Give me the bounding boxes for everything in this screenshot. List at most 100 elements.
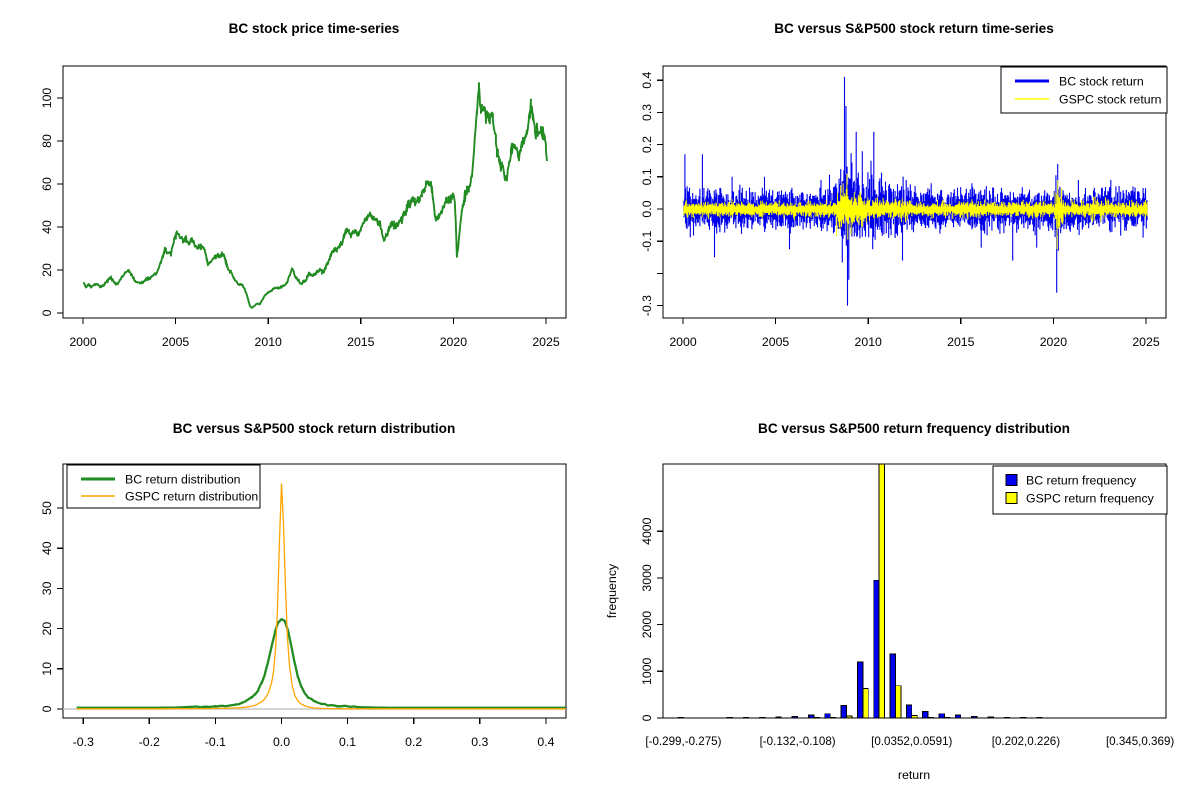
y-tick-label: 20 (40, 263, 54, 277)
x-tick-label: -0.3 (73, 735, 94, 749)
legend-entry-label: BC return distribution (125, 472, 241, 486)
bin-range-label: [-0.132,-0.108) (760, 735, 836, 748)
bc-price-line (82, 82, 548, 309)
x-tick-label: 2010 (855, 335, 883, 349)
y-tick-label: 40 (40, 220, 54, 234)
x-tick-label: 2025 (1132, 335, 1160, 349)
y-tick-label: 0.2 (640, 136, 654, 153)
y-tick-label: 0 (40, 309, 54, 316)
bars-group (677, 464, 1147, 718)
x-tick-label: 2015 (947, 335, 975, 349)
x-tick-label: 0.1 (339, 735, 356, 749)
price-chart-title: BC stock price time-series (228, 21, 400, 36)
y-tick-label: 4000 (640, 517, 654, 545)
y-tick-label: 0.4 (640, 71, 654, 88)
bc-frequency-bar (938, 713, 945, 718)
y-tick-label: 20 (40, 622, 54, 636)
bc-frequency-bar (1003, 716, 1011, 718)
bin-range-label: [-0.299,-0.275) (645, 735, 721, 748)
legend-square-sample (1005, 492, 1018, 504)
legend-entry-label: BC stock return (1059, 74, 1144, 88)
bc-frequency-bar (856, 661, 864, 718)
y-tick-label: -0.3 (640, 295, 654, 316)
x-tick-label: -0.2 (139, 735, 160, 749)
legend-entry-label: BC return frequency (1026, 473, 1137, 487)
gspc-density-curve (76, 483, 566, 710)
x-tick-label: 2015 (347, 335, 375, 349)
y-tick-label: 100 (40, 88, 54, 109)
returns-plot-frame (662, 65, 1167, 319)
x-tick-label: 0.3 (471, 735, 488, 749)
x-tick-label: 0.4 (537, 735, 554, 749)
bin-range-label: [0.345,0.369) (1106, 735, 1174, 748)
bc-frequency-bar (808, 714, 815, 718)
y-tick-label: 30 (40, 581, 54, 595)
y-tick-label: 60 (40, 177, 54, 191)
x-tick-label: 2005 (162, 335, 190, 349)
frequency-chart-title: BC versus S&P500 return frequency distri… (758, 421, 1070, 436)
y-tick-label: 80 (40, 134, 54, 148)
bc-frequency-bar (824, 713, 831, 718)
legend-entry-label: GSPC return distribution (125, 489, 258, 503)
legend-box (992, 465, 1168, 515)
bc-frequency-bar (905, 704, 913, 718)
y-tick-label: 0.0 (640, 200, 654, 217)
gspc-frequency-bar (878, 464, 886, 718)
bc-frequency-bar (873, 579, 880, 718)
x-tick-label: 2025 (532, 335, 560, 349)
legend-entry-label: GSPC return frequency (1026, 491, 1155, 505)
legend-square-sample (1005, 474, 1018, 486)
gspc-return-series (683, 173, 1148, 250)
bin-range-label: [0.0352,0.0591) (871, 735, 952, 748)
bc-frequency-bar (922, 711, 929, 718)
y-tick-label: -0.1 (640, 230, 654, 251)
gspc-frequency-bar (895, 685, 902, 718)
y-tick-label: 10 (40, 662, 54, 676)
price-plot-frame (62, 65, 567, 319)
legend-entry-label: GSPC stock return (1059, 92, 1162, 106)
density-chart-title: BC versus S&P500 stock return distributi… (172, 421, 456, 436)
returns-chart-title: BC versus S&P500 stock return time-serie… (774, 21, 1054, 36)
y-tick-label: 0.3 (640, 104, 654, 121)
bc-frequency-bar (759, 716, 766, 718)
gspc-frequency-bar (829, 716, 837, 718)
bc-frequency-bar (971, 716, 978, 718)
return-x-axis-label: return (897, 768, 931, 782)
y-tick-label: 0.1 (640, 168, 654, 185)
y-tick-label: 1000 (640, 657, 654, 685)
x-tick-label: 2020 (440, 335, 468, 349)
x-tick-label: 2010 (255, 335, 283, 349)
gspc-frequency-bar (911, 715, 918, 718)
density-plot-frame (62, 463, 567, 719)
gspc-frequency-bar (927, 716, 934, 718)
gspc-frequency-bar (862, 688, 869, 718)
bin-range-label: [0.202,0.226) (992, 735, 1060, 748)
bc-frequency-bar (840, 704, 847, 718)
bc-density-curve (76, 617, 566, 709)
x-tick-label: 0.2 (405, 735, 422, 749)
y-tick-label: 0 (40, 705, 54, 712)
bc-frequency-bar (1020, 716, 1027, 718)
x-tick-label: 2000 (69, 335, 97, 349)
x-tick-label: 2000 (669, 335, 697, 349)
bc-frequency-bar (791, 715, 799, 718)
frequency-y-axis-label: frequency (605, 563, 619, 619)
y-tick-label: 40 (40, 541, 54, 555)
x-tick-label: -0.1 (205, 735, 226, 749)
y-tick-label: 3000 (640, 564, 654, 592)
bc-frequency-bar (775, 716, 782, 718)
x-tick-label: 0.0 (273, 735, 290, 749)
legend-box (66, 464, 261, 509)
y-tick-label: 2000 (640, 611, 654, 639)
gspc-frequency-bar (846, 715, 853, 718)
legend-box (1000, 66, 1168, 114)
x-tick-label: 2020 (1040, 335, 1068, 349)
y-tick-label: 50 (40, 501, 54, 515)
bc-frequency-bar (889, 653, 896, 718)
y-tick-label: 0 (640, 714, 654, 721)
bc-frequency-bar (954, 714, 962, 718)
bc-frequency-bar (987, 716, 994, 718)
x-tick-label: 2005 (762, 335, 790, 349)
